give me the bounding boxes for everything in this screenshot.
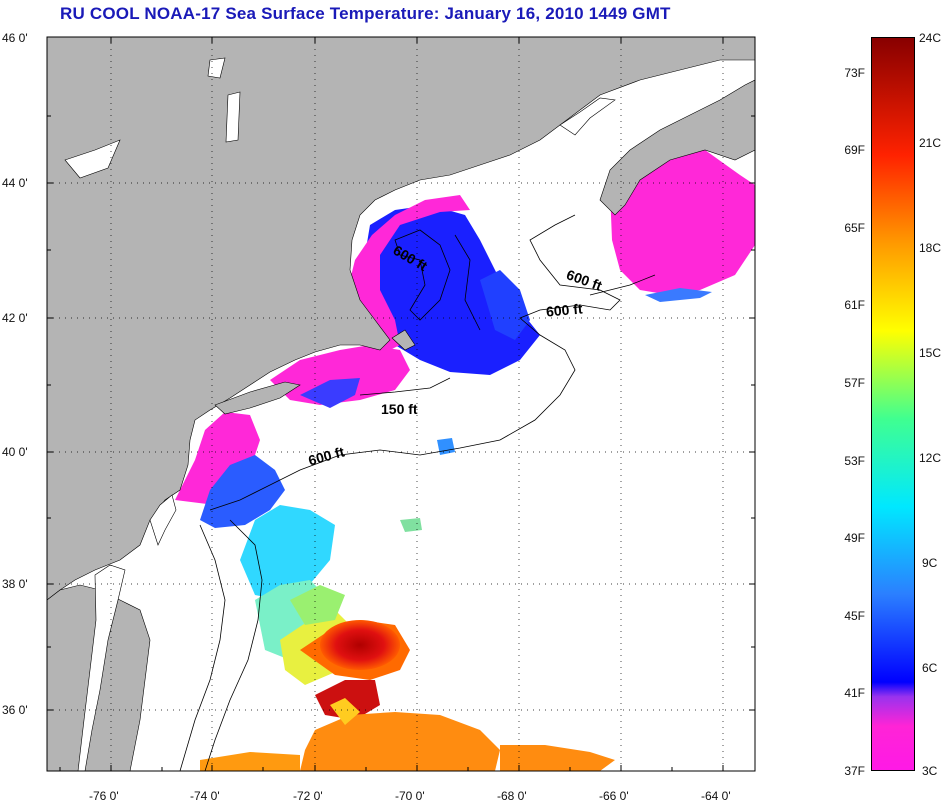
lon-label-64: -64 0' (701, 789, 731, 803)
lat-label-42: 42 0' (2, 311, 28, 325)
lat-label-36: 36 0' (2, 703, 28, 717)
colorbar-c-tick: 6C (922, 661, 938, 675)
bays (64, 57, 616, 771)
lat-label-38: 38 0' (2, 577, 28, 591)
lon-label-72: -72 0' (293, 789, 323, 803)
colorbar-c-tick: 15C (919, 346, 942, 360)
lon-label-74: -74 0' (190, 789, 220, 803)
lon-label-76: -76 0' (89, 789, 119, 803)
colorbar-c-tick: 21C (919, 136, 942, 150)
sst-layer (175, 150, 755, 771)
colorbar-c-tick: 9C (922, 556, 938, 570)
lat-label-44: 44 0' (2, 176, 28, 190)
colorbar-bottom-celsius: 3C (922, 764, 938, 778)
bathymetry-contours (179, 214, 656, 771)
colorbar-f-tick: 49F (844, 531, 865, 545)
colorbar-c-tick: 18C (919, 241, 942, 255)
map-frame (46, 36, 756, 772)
graticule (47, 37, 755, 771)
colorbar-f-tick: 45F (844, 609, 865, 623)
colorbar-f-tick: 57F (844, 376, 865, 390)
temperature-colorbar (871, 37, 915, 771)
colorbar-f-tick: 41F (844, 686, 865, 700)
contour-label-georges-bank: 600 ft (545, 300, 584, 320)
contour-label-150ft: 150 ft (381, 401, 418, 417)
lon-label-70: -70 0' (395, 789, 425, 803)
colorbar-f-tick: 65F (844, 221, 865, 235)
lat-label-46: 46 0' (2, 31, 28, 45)
axis-ticks (47, 37, 755, 771)
colorbar-bottom-fahrenheit: 37F (844, 764, 865, 778)
lat-label-40: 40 0' (2, 445, 28, 459)
colorbar-top-celsius: 24C (919, 31, 942, 45)
colorbar-f-tick: 69F (844, 143, 865, 157)
colorbar-f-tick: 53F (844, 454, 865, 468)
lon-label-68: -68 0' (497, 789, 527, 803)
colorbar-f-tick: 73F (844, 66, 865, 80)
map-title: RU COOL NOAA-17 Sea Surface Temperature:… (60, 4, 671, 23)
colorbar-c-tick: 12C (919, 451, 942, 465)
land (47, 37, 755, 771)
lon-label-66: -66 0' (599, 789, 629, 803)
colorbar-f-tick: 61F (844, 298, 865, 312)
